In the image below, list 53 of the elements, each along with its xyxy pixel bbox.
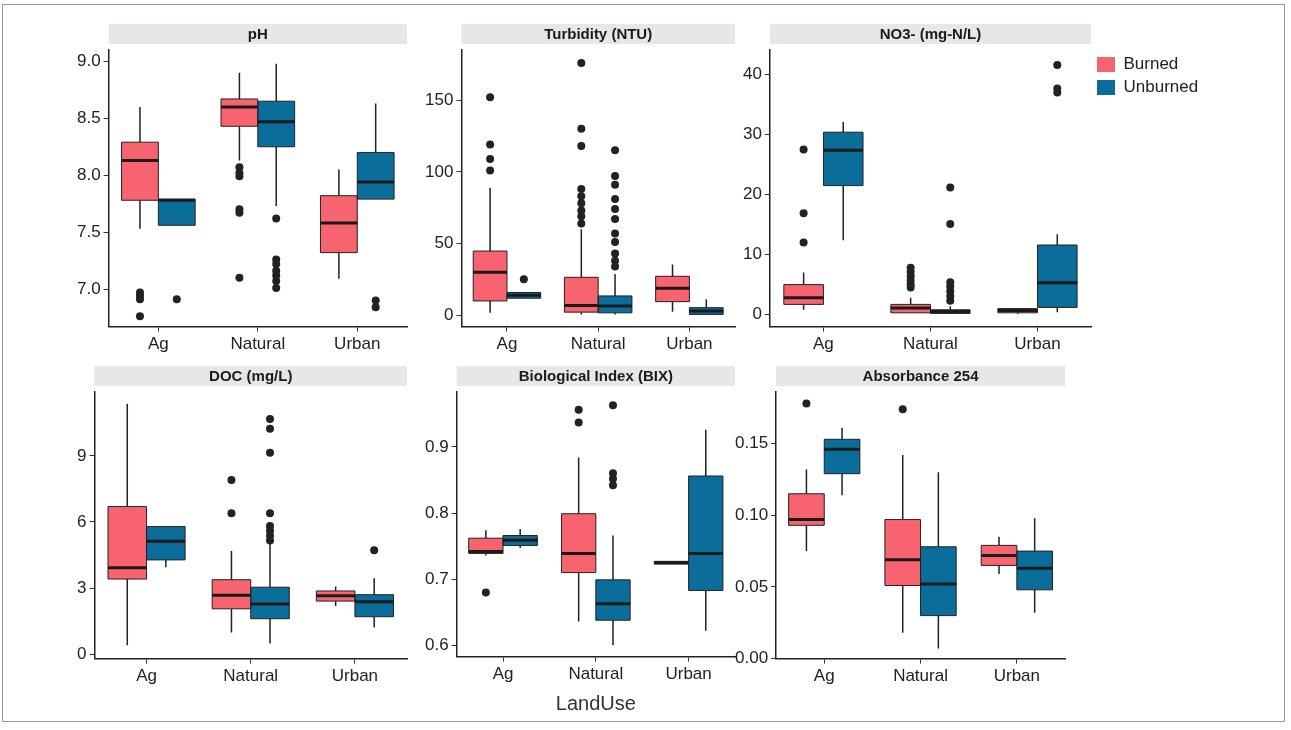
y-tick-label: 0 (443, 304, 454, 324)
y-tick-label: 9 (76, 445, 87, 465)
y-tick-label: 20 (742, 183, 762, 203)
chart-title: DOC (mg/L) (209, 367, 293, 385)
y-tick-label: 0.8 (424, 502, 449, 522)
y-tick-label: 0.15 (734, 433, 769, 453)
x-tick-label: Natural (893, 666, 948, 686)
y-tick-label: 0.9 (424, 436, 449, 456)
y-tick-label: 6 (76, 511, 87, 531)
x-tick-label: Natural (570, 334, 626, 354)
y-tick-label: 0.10 (734, 504, 769, 524)
x-tick-label: Urban (331, 666, 379, 686)
y-tick-label: 0.05 (734, 576, 769, 596)
y-tick-label: 0.00 (734, 648, 769, 668)
y-tick-label: 40 (742, 63, 762, 83)
y-tick-label: 100 (424, 161, 454, 181)
y-tick-label: 0.6 (424, 635, 449, 655)
y-tick-label: 8.5 (76, 107, 101, 127)
x-tick-label: Natural (568, 664, 624, 684)
chart-title: pH (247, 25, 268, 43)
x-tick-label: Urban (1014, 334, 1061, 354)
x-tick-label: Urban (666, 334, 713, 354)
x-axis-title: LandUse (555, 691, 636, 714)
x-tick-label: Ag (496, 334, 518, 354)
chart-title: Absorbance 254 (862, 367, 980, 385)
x-tick-label: Urban (334, 334, 381, 354)
chart-title: NO3- (mg-N/L) (879, 25, 982, 43)
x-tick-label: Ag (813, 666, 835, 686)
y-tick-label: 30 (742, 123, 762, 143)
y-tick-label: 50 (434, 233, 454, 253)
chart-title: Turbidity (NTU) (544, 25, 653, 43)
y-tick-label: 150 (424, 89, 454, 109)
x-tick-label: Ag (813, 334, 834, 354)
y-tick-label: 7.0 (76, 278, 101, 298)
y-tick-label: 7.5 (76, 221, 101, 241)
x-tick-label: Natural (230, 334, 286, 354)
x-tick-label: Natural (903, 334, 958, 354)
y-tick-label: 8.0 (76, 164, 101, 184)
x-tick-label: Ag (147, 334, 169, 354)
chart-title: Biological Index (BIX) (518, 367, 673, 385)
y-tick-label: 0.7 (424, 568, 449, 588)
x-tick-label: Urban (665, 664, 712, 684)
y-tick-label: 3 (76, 577, 87, 597)
x-tick-label: Ag (136, 666, 157, 686)
x-tick-label: Natural (223, 666, 279, 686)
x-tick-label: Urban (993, 666, 1040, 686)
y-tick-label: 0 (752, 303, 762, 323)
y-tick-label: 9.0 (76, 51, 101, 71)
y-tick-label: 10 (742, 243, 762, 263)
x-tick-label: Ag (492, 664, 514, 684)
legend-label: Unburned (1123, 77, 1199, 97)
y-tick-label: 0 (76, 643, 87, 663)
legend-label: Burned (1123, 54, 1179, 74)
